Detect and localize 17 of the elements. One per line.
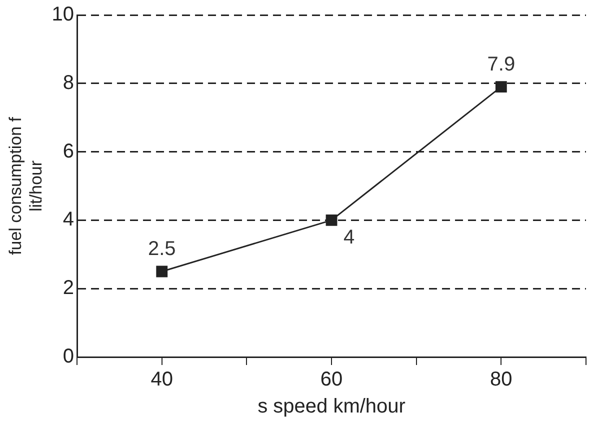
x-axis-title: s speed km/hour [258,396,406,418]
point [156,266,168,278]
x-tick-label: 80 [490,368,512,391]
point [495,81,507,93]
y-tick-label: 10 [52,4,74,26]
y-tick-label: 0 [62,346,74,368]
x-tick-label: 40 [150,368,173,391]
y-tick-label: 6 [62,140,74,162]
data-label: 7.9 [487,53,516,76]
y-axis-title: fuel consumption f lit/hour [6,116,46,255]
x-tick-label: 60 [320,368,343,391]
data-label: 2.5 [148,238,176,260]
y-tick-label: 2 [62,277,74,300]
data-label: 4 [344,226,355,249]
y-tick-label: 4 [62,208,74,231]
y-tick-label: 8 [62,72,74,94]
point [326,214,338,226]
